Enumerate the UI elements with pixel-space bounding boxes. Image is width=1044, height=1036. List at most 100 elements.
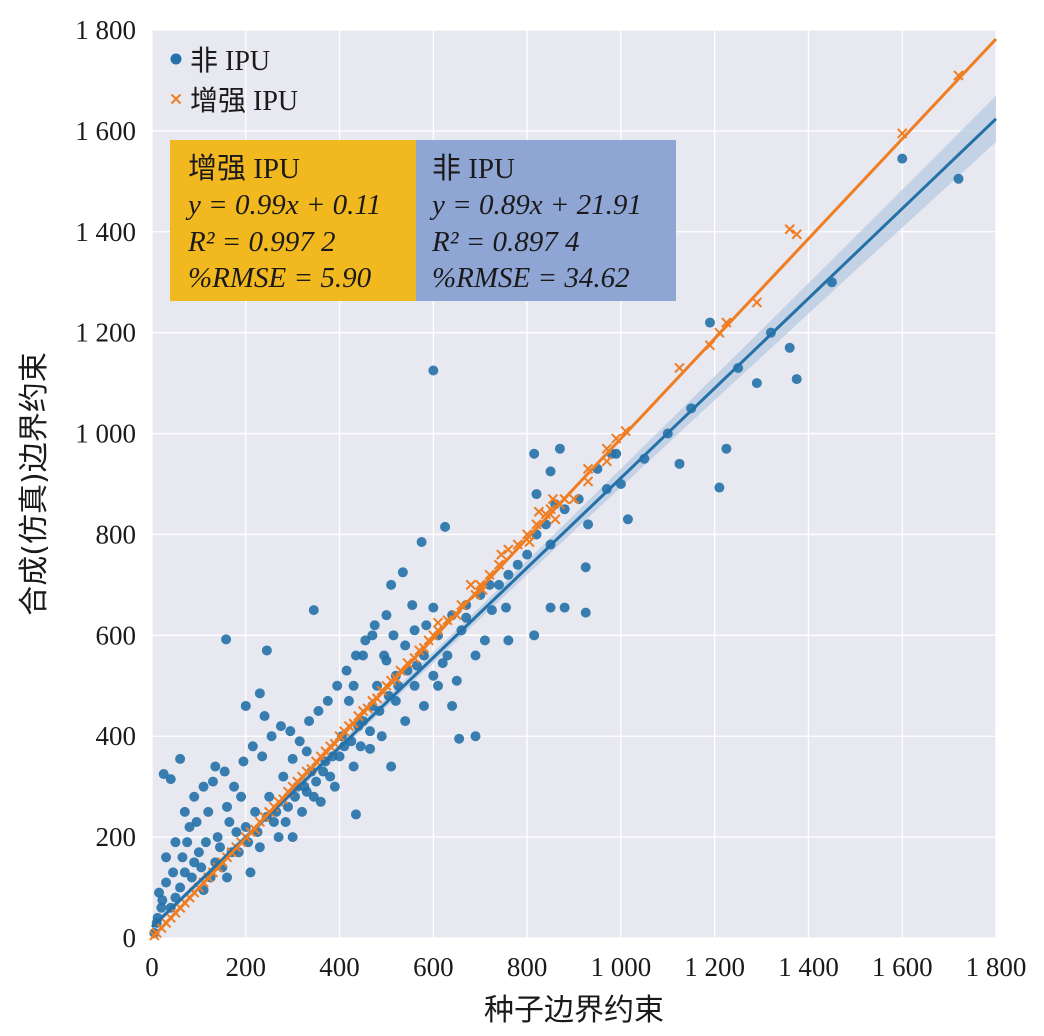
- legend-label-non-ipu: 非 IPU: [190, 45, 270, 77]
- y-tick-labels: 0 200 400 600 800 1 000 1 200 1 400 1 600 1 800: [75, 15, 136, 953]
- data-point-non-ipu: [229, 781, 240, 792]
- y-tick-label: 1 800: [75, 15, 136, 45]
- data-point-non-ipu: [170, 837, 181, 848]
- data-point-non-ipu: [545, 466, 556, 477]
- annotation-r2-enhanced-ipu: R² = 0.997 2: [187, 226, 335, 258]
- data-point-non-ipu: [447, 700, 458, 711]
- legend: 非 IPU 增强 IPU: [170, 45, 298, 117]
- data-point-non-ipu: [334, 751, 345, 762]
- data-point-non-ipu: [503, 569, 514, 580]
- annotation-rmse-non-ipu: %RMSE = 34.62: [432, 262, 630, 294]
- data-point-non-ipu: [222, 801, 233, 812]
- data-point-non-ipu: [245, 867, 256, 878]
- data-point-enhanced-ipu: [414, 645, 425, 656]
- data-point-non-ipu: [308, 605, 319, 616]
- data-point-non-ipu: [583, 519, 594, 530]
- data-point-non-ipu: [479, 635, 490, 646]
- data-point-non-ipu: [379, 650, 390, 661]
- data-point-non-ipu: [341, 665, 352, 676]
- data-point-enhanced-ipu: [784, 224, 795, 235]
- legend-marker-enhanced-ipu: [170, 93, 182, 105]
- y-tick-label: 1 600: [75, 116, 136, 146]
- data-point-non-ipu: [529, 630, 540, 641]
- data-point-non-ipu: [580, 562, 591, 573]
- data-point-non-ipu: [440, 521, 451, 532]
- x-tick-label: 200: [226, 952, 267, 982]
- data-point-non-ipu: [721, 443, 732, 454]
- data-point-non-ipu: [179, 867, 190, 878]
- y-tick-label: 400: [96, 721, 137, 751]
- data-point-non-ipu: [601, 484, 612, 495]
- x-tick-label: 1 800: [966, 952, 1027, 982]
- data-point-non-ipu: [451, 675, 462, 686]
- data-point-non-ipu: [365, 743, 376, 754]
- data-point-non-ipu: [219, 766, 230, 777]
- data-point-enhanced-ipu: [456, 599, 467, 611]
- data-point-enhanced-ipu: [395, 665, 406, 676]
- legend-marker-non-ipu: [170, 53, 182, 65]
- data-point-non-ipu: [254, 842, 265, 853]
- x-axis-label: 种子边界约束: [484, 993, 664, 1028]
- data-point-non-ipu: [470, 650, 481, 661]
- data-point-enhanced-ipu: [503, 544, 514, 555]
- fit-line-enhanced-ipu: [150, 37, 998, 939]
- data-point-non-ipu: [203, 806, 214, 817]
- data-point-non-ipu: [622, 514, 633, 525]
- data-point-non-ipu: [733, 362, 744, 373]
- data-point-non-ipu: [191, 816, 202, 827]
- x-tick-label: 1 200: [684, 952, 745, 982]
- legend-label-enhanced-ipu: 增强 IPU: [190, 85, 298, 117]
- data-point-non-ipu: [285, 726, 296, 737]
- data-point-non-ipu: [428, 670, 439, 681]
- data-point-non-ipu: [294, 736, 305, 747]
- x-tick-label: 400: [319, 952, 360, 982]
- data-point-non-ipu: [313, 706, 324, 716]
- data-point-non-ipu: [311, 776, 322, 787]
- data-point-enhanced-ipu: [493, 559, 505, 570]
- data-point-non-ipu: [318, 766, 329, 777]
- data-point-non-ipu: [365, 726, 376, 737]
- data-point-non-ipu: [386, 761, 397, 772]
- data-point-non-ipu: [198, 781, 209, 792]
- data-point-non-ipu: [266, 731, 277, 742]
- data-point-non-ipu: [186, 872, 197, 883]
- data-point-enhanced-ipu: [512, 539, 523, 550]
- data-point-enhanced-ipu: [791, 229, 802, 240]
- data-point-non-ipu: [433, 680, 444, 691]
- data-point-non-ipu: [259, 711, 270, 722]
- data-point-non-ipu: [308, 791, 319, 802]
- data-point-non-ipu: [168, 867, 179, 878]
- data-point-enhanced-ipu: [484, 569, 495, 581]
- data-point-non-ipu: [325, 771, 336, 782]
- data-point-enhanced-ipu: [376, 685, 387, 697]
- data-point-non-ipu: [400, 716, 411, 727]
- fit-lines: [150, 37, 998, 939]
- data-point-non-ipu: [250, 806, 261, 817]
- annotation-box-enhanced-ipu-bg: [170, 140, 416, 301]
- data-point-non-ipu: [221, 634, 232, 645]
- data-point-non-ipu: [224, 816, 235, 827]
- data-point-non-ipu: [268, 816, 279, 827]
- data-point-non-ipu: [261, 645, 272, 656]
- data-point-non-ipu: [358, 650, 368, 661]
- data-point-non-ipu: [214, 842, 225, 853]
- data-point-non-ipu: [397, 567, 408, 578]
- data-point-non-ipu: [674, 458, 685, 469]
- data-point-non-ipu: [416, 537, 427, 548]
- annotation-rmse-enhanced-ipu: %RMSE = 5.90: [188, 262, 372, 294]
- data-point-non-ipu: [409, 680, 420, 691]
- data-point-enhanced-ipu: [620, 425, 631, 437]
- data-point-non-ipu: [350, 809, 361, 820]
- data-point-non-ipu: [207, 776, 218, 787]
- data-point-non-ipu: [428, 365, 439, 376]
- annotation-title-enhanced-ipu: 增强 IPU: [188, 152, 300, 185]
- y-axis-label: 合成(仿真)边界约束: [17, 352, 52, 615]
- fit-line-non-ipu: [150, 117, 998, 929]
- data-point-non-ipu: [355, 741, 366, 752]
- data-point-non-ipu: [247, 741, 258, 752]
- data-point-enhanced-ipu: [721, 317, 732, 328]
- data-point-non-ipu: [212, 832, 223, 843]
- annotation-equation-enhanced-ipu: y = 0.99x + 0.11: [185, 189, 381, 221]
- data-point-non-ipu: [315, 796, 326, 807]
